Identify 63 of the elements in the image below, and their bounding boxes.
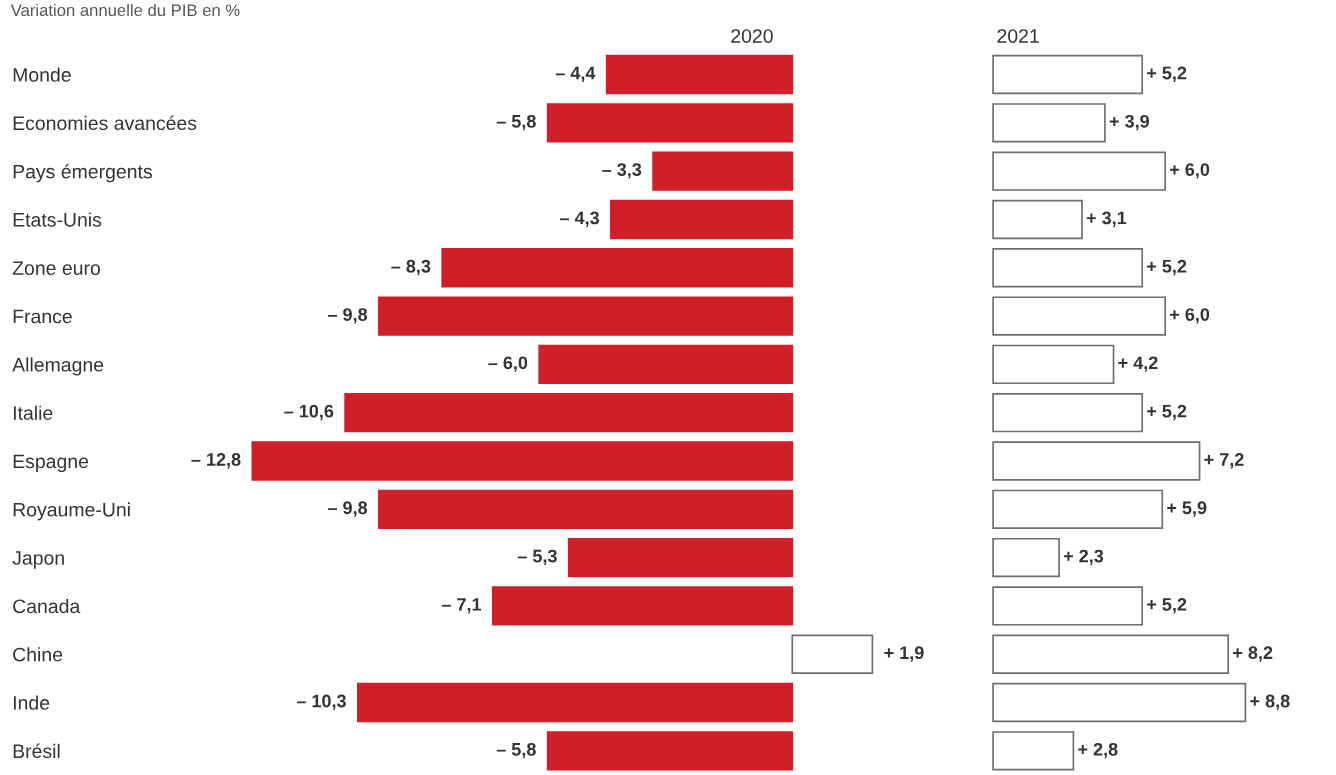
data-label: – 9,8: [328, 501, 368, 517]
data-label: – 3,3: [602, 163, 642, 179]
data-label: + 4,2: [1118, 356, 1158, 372]
data-label: + 5,2: [1147, 66, 1187, 82]
data-label: + 8,2: [1233, 646, 1273, 662]
y-tick-label: Royaume-Uni: [13, 502, 130, 521]
y-tick-label: Espagne: [13, 454, 89, 473]
bar: [992, 634, 1230, 674]
data-label: + 1,9: [884, 646, 924, 662]
data-label: + 3,9: [1109, 114, 1150, 131]
data-label: + 6,0: [1170, 308, 1210, 324]
data-label: – 9,8: [328, 308, 368, 324]
y-tick-label: Italie: [13, 405, 53, 420]
y-tick-label: Inde: [13, 695, 50, 710]
y-tick-label: Brésil: [13, 743, 60, 759]
y-tick-label: Allemagne: [12, 357, 104, 376]
data-label: + 5,2: [1147, 404, 1187, 421]
bar: [992, 151, 1166, 191]
chart-title: Variation annuelle du PIB en %: [10, 3, 240, 17]
bar: [992, 489, 1164, 529]
data-label: – 4,3: [560, 211, 600, 227]
data-label: + 5,2: [1147, 259, 1187, 276]
series-label: 2020: [731, 29, 773, 43]
data-label: + 2,3: [1063, 549, 1104, 566]
bar: [992, 103, 1106, 143]
y-tick-label: Zone euro: [12, 261, 100, 275]
bar: [992, 296, 1166, 336]
series-label: 2021: [997, 29, 1039, 43]
bar: [992, 731, 1075, 771]
y-tick-label: Pays émergents: [13, 163, 152, 183]
data-label: + 2,8: [1078, 742, 1118, 759]
bar: [992, 248, 1144, 288]
y-tick-label: Economies avancées: [13, 115, 197, 131]
data-label: – 5,8: [496, 742, 536, 759]
data-label: + 5,9: [1167, 501, 1207, 517]
data-label: + 8,8: [1250, 694, 1290, 710]
data-label: – 10,6: [284, 404, 334, 421]
data-label: – 4,4: [555, 66, 596, 82]
data-label: – 10,3: [296, 694, 346, 710]
y-tick-label: Etats-Unis: [13, 212, 102, 227]
y-tick-label: Monde: [13, 67, 71, 82]
y-tick-label: France: [13, 309, 72, 324]
bar: [992, 586, 1144, 626]
bar: [992, 441, 1201, 481]
bar: [992, 537, 1060, 578]
bar: [992, 682, 1247, 723]
bar: [992, 199, 1083, 240]
data-label: + 3,1: [1086, 211, 1127, 227]
y-tick-label: Canada: [13, 598, 81, 614]
bar: [992, 54, 1144, 95]
bar: [992, 393, 1144, 433]
data-label: – 7,1: [441, 598, 482, 614]
data-label: + 6,0: [1170, 163, 1210, 179]
y-tick-label: Japon: [12, 551, 64, 569]
data-label: – 8,3: [391, 259, 431, 276]
data-label: – 5,3: [517, 549, 557, 566]
data-label: – 6,0: [488, 356, 528, 372]
data-label: + 5,2: [1147, 597, 1187, 614]
data-label: + 7,2: [1204, 453, 1244, 469]
y-tick-label: Chine: [13, 647, 63, 662]
bar: [992, 344, 1115, 385]
data-label: – 5,8: [496, 114, 536, 131]
data-label: – 12,8: [191, 453, 241, 469]
